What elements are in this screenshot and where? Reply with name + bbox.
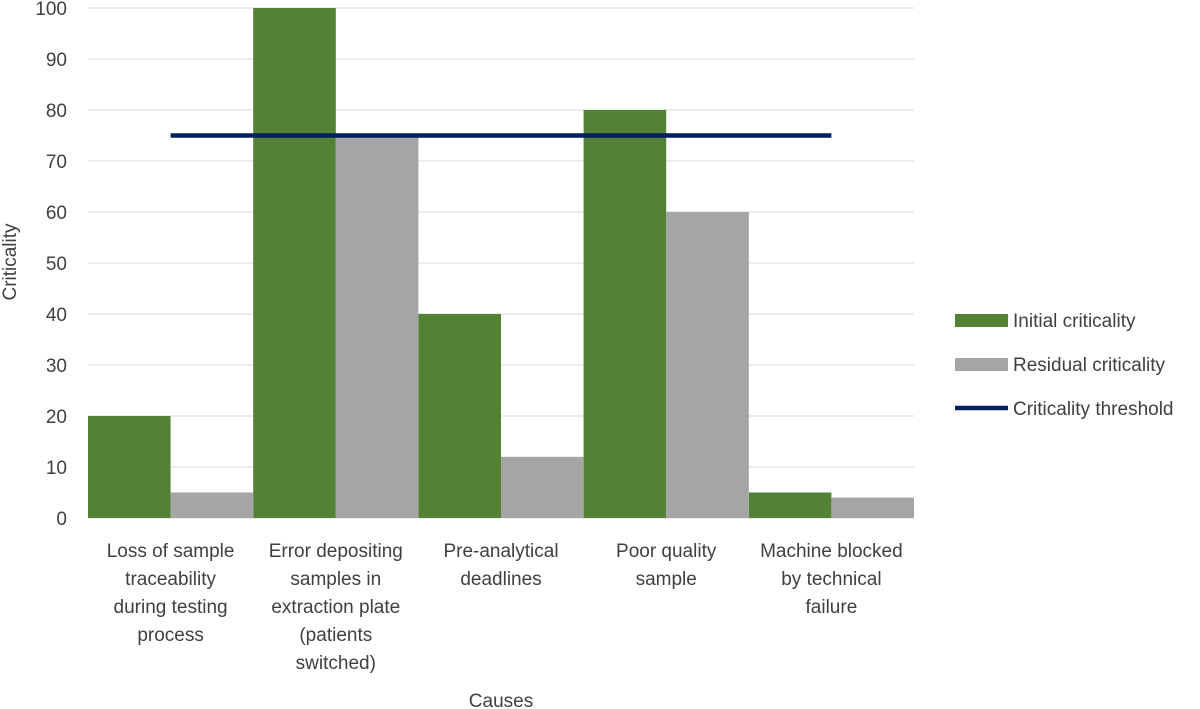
x-category-label: Loss of sample traceability during testing… [107,541,235,646]
y-tick-label: 50 [46,254,67,275]
legend-label: Initial criticality [1013,311,1136,332]
x-category-label-line: Machine blocked [760,541,903,562]
x-category-label-line: sample [636,569,697,590]
legend-label: Criticality threshold [1013,399,1174,420]
y-tick-label: 60 [46,203,67,224]
x-category-label-line: during testing [114,597,228,618]
bar [748,492,832,518]
y-tick-label: 10 [46,458,67,479]
legend-label: Residual criticality [1013,355,1166,376]
y-axis-title: Criticality [0,223,21,301]
bar [831,497,914,518]
x-category-label-line: Loss of sample [107,541,235,562]
y-tick-label: 70 [46,152,67,173]
x-category-label-line: deadlines [460,569,541,590]
y-tick-label: 20 [46,407,67,428]
x-category-label: Pre-analytical deadlines [443,541,558,590]
x-category-label: Machine blocked by technical failure [760,541,903,618]
bars [88,8,914,518]
bar [666,212,749,518]
x-category-label-line: failure [806,597,858,618]
y-tick-labels: 0 10 20 30 40 50 60 70 80 90 100 [35,0,67,530]
bar [170,492,254,518]
x-axis-title: Causes [469,691,533,709]
legend: Initial criticality Residual criticality C… [955,311,1174,420]
x-category-label: Poor quality sample [616,541,717,590]
x-category-label: Error depositing samples in extraction pla… [269,541,403,674]
y-tick-label: 80 [46,101,67,122]
x-category-label-line: (patients [299,625,372,646]
bar [418,314,501,518]
x-category-label-line: process [137,625,204,646]
bar [583,110,667,518]
x-category-label-line: Poor quality [616,541,717,562]
legend-swatch [955,358,1008,371]
x-category-label-line: switched) [296,653,376,674]
x-category-label-line: extraction plate [271,597,400,618]
x-category-label-line: by technical [781,569,881,590]
x-category-labels: Loss of sample traceability during testing… [107,541,903,674]
x-category-label-line: samples in [290,569,381,590]
legend-swatch [955,314,1008,327]
x-category-label-line: Error depositing [269,541,403,562]
x-category-label-line: Pre-analytical [443,541,558,562]
bar [253,8,336,518]
y-tick-label: 0 [56,509,67,530]
bar [501,456,584,518]
y-tick-label: 90 [46,50,67,71]
y-tick-label: 30 [46,356,67,377]
y-tick-label: 100 [35,0,67,20]
x-category-label-line: traceability [125,569,216,590]
y-tick-label: 40 [46,305,67,326]
bar [88,416,171,518]
bar [335,135,419,518]
